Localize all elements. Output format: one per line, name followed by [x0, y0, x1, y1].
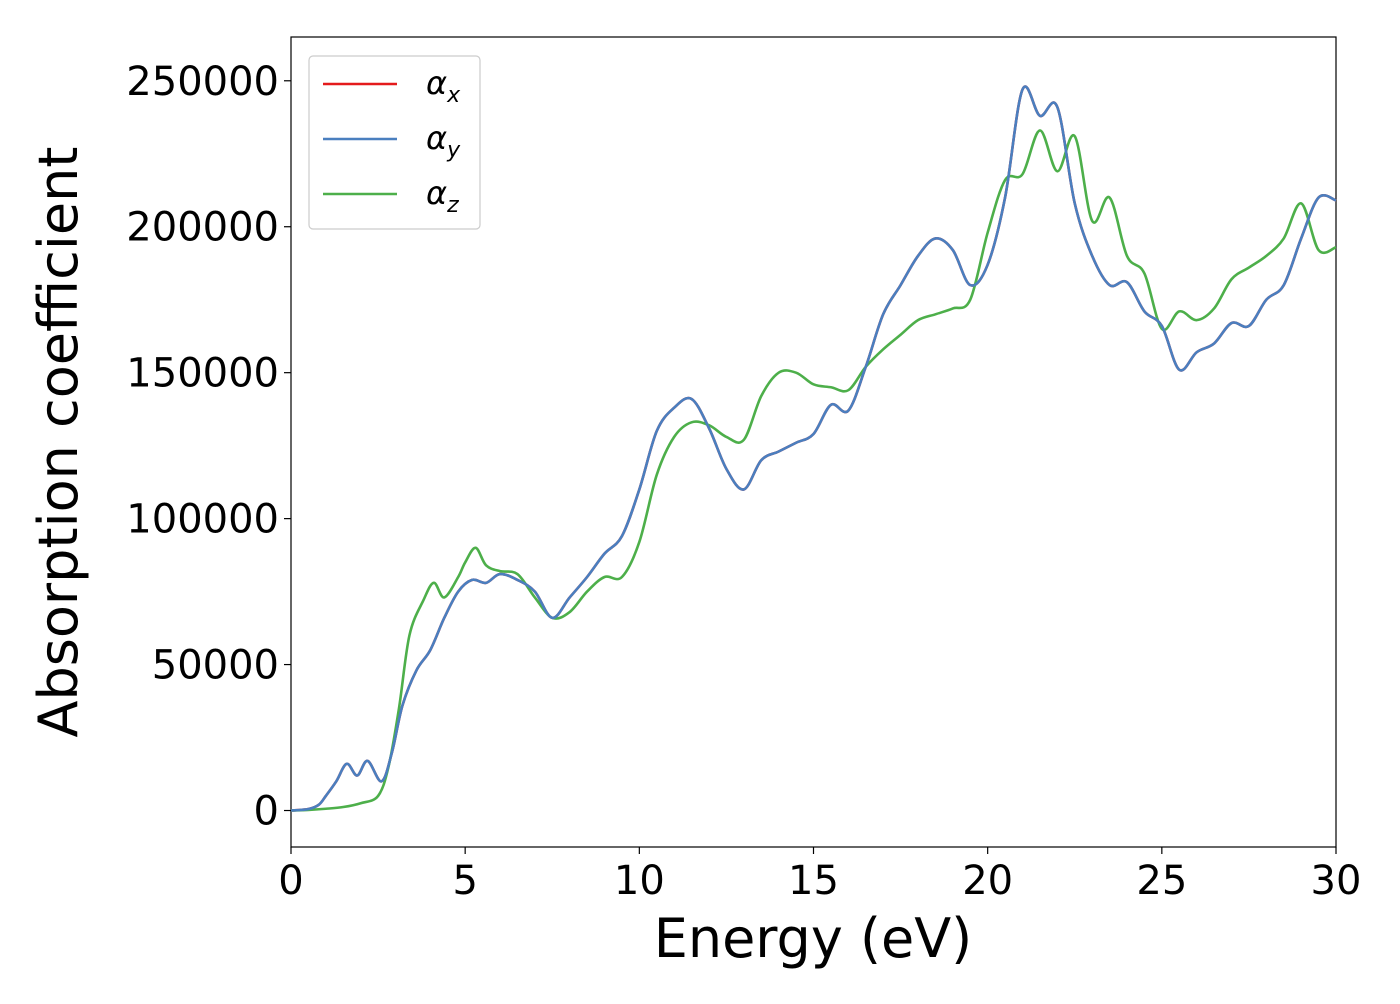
series-layer — [290, 85, 1337, 812]
y-tick-label: 150000 — [126, 351, 279, 397]
legend-label: αz — [426, 174, 459, 218]
y-axis-title: Absorption coefficient — [27, 147, 90, 738]
x-axis-ticks: 0 5 10 15 20 25 30 — [278, 847, 1361, 904]
y-tick-label: 0 — [254, 789, 279, 835]
x-tick-label: 0 — [278, 858, 303, 904]
legend-subscript: y — [446, 138, 461, 163]
x-axis-title: Energy (eV) — [654, 907, 973, 970]
y-tick-label: 50000 — [152, 643, 279, 689]
legend-box — [308, 55, 481, 230]
legend-symbol: α — [426, 174, 447, 212]
x-tick-label: 30 — [1311, 858, 1362, 904]
x-tick-label: 25 — [1136, 858, 1187, 904]
y-tick-label: 200000 — [126, 205, 279, 251]
x-tick-label: 20 — [962, 858, 1013, 904]
y-axis-ticks: 0 50000 100000 150000 200000 250000 — [126, 59, 291, 835]
x-tick-label: 10 — [614, 858, 665, 904]
legend-subscript: x — [446, 83, 461, 108]
x-tick-label: 5 — [452, 858, 477, 904]
x-tick-label: 15 — [788, 858, 839, 904]
legend-label: αx — [426, 64, 461, 108]
legend-label: αy — [426, 119, 461, 163]
series-line-alpha-z — [290, 129, 1337, 812]
y-tick-label: 100000 — [126, 497, 279, 543]
series-line-alpha-y — [290, 85, 1337, 812]
legend-subscript: z — [446, 193, 459, 218]
y-tick-label: 250000 — [126, 59, 279, 105]
legend-symbol: α — [426, 64, 447, 102]
legend-symbol: α — [426, 119, 447, 157]
